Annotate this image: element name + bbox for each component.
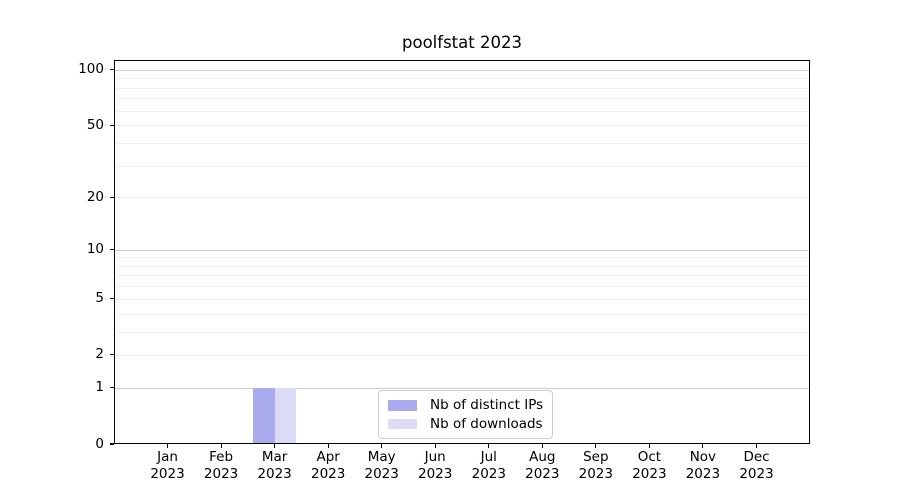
y-tick-mark [110,196,114,198]
y-gridline-minor [114,110,810,112]
legend: Nb of distinct IPs Nb of downloads [378,390,554,439]
y-gridline-minor [114,142,810,144]
x-tick-mark [648,444,650,448]
y-gridline-minor [114,78,810,80]
x-tick-mark [702,444,704,448]
y-gridline-major [114,249,810,251]
x-tick-label: Dec 2023 [739,449,774,482]
chart-title: poolfstat 2023 [402,33,522,52]
legend-swatch-nb-of-downloads [388,418,417,429]
x-tick-mark [488,444,490,448]
x-tick-mark [755,444,758,448]
y-tick-mark [110,387,114,389]
x-tick-mark [541,444,543,448]
x-tick-label: Jun 2023 [418,449,453,482]
legend-label: Nb of distinct IPs [430,397,544,414]
y-tick-mark [110,354,114,356]
x-tick-mark [595,444,597,448]
legend-item: Nb of distinct IPs [388,396,543,415]
y-gridline-minor [114,87,810,89]
y-tick-label: 0 [95,435,104,452]
y-gridline-minor [114,125,810,127]
y-tick-mark [110,124,114,126]
x-tick-label: May 2023 [364,449,399,482]
x-tick-mark [220,444,222,448]
y-tick-label: 5 [95,290,104,307]
x-tick-label: Aug 2023 [525,449,560,482]
y-gridline-minor [114,298,810,300]
legend-label: Nb of downloads [430,415,543,432]
y-gridline-minor [114,354,810,356]
x-tick-mark [327,444,329,448]
y-tick-label: 20 [86,188,104,205]
y-gridline-minor [114,331,810,333]
y-tick-label: 2 [95,346,104,363]
x-tick-mark [381,444,383,448]
y-gridline-minor [114,313,810,315]
x-tick-label: Jul 2023 [471,449,506,482]
x-tick-mark [166,444,169,448]
plot-area: Nb of distinct IPs Nb of downloads [114,60,810,444]
y-tick-label: 50 [86,116,104,133]
y-tick-mark [110,249,114,251]
legend-item: Nb of downloads [388,415,543,434]
x-tick-label: Mar 2023 [257,449,292,482]
y-gridline-minor [114,275,810,277]
bar-nb-of-downloads-mar-2023 [274,387,297,444]
y-gridline-minor [114,265,810,267]
y-tick-mark [110,69,114,71]
y-tick-label: 100 [78,61,104,78]
y-gridline-minor [114,165,810,167]
bar-nb-of-distinct-ips-mar-2023 [253,387,275,444]
x-tick-label: Oct 2023 [632,449,667,482]
y-tick-mark [110,443,114,445]
x-tick-label: Sep 2023 [578,449,613,482]
y-tick-label: 1 [95,379,104,396]
x-tick-label: Nov 2023 [685,449,721,482]
x-tick-label: Feb 2023 [203,449,239,482]
x-tick-mark [434,444,436,448]
y-gridline-major [114,69,810,71]
y-gridline-minor [114,197,810,199]
y-tick-mark [110,298,114,300]
x-tick-label: Apr 2023 [311,449,346,482]
x-tick-label: Jan 2023 [150,449,185,482]
x-tick-mark [274,444,276,448]
y-gridline-minor [114,286,810,288]
y-gridline-minor [114,98,810,100]
y-tick-label: 10 [86,241,104,258]
y-gridline-minor [114,257,810,259]
y-gridline-major [114,387,810,389]
legend-swatch-nb-of-distinct-ips [388,400,417,411]
